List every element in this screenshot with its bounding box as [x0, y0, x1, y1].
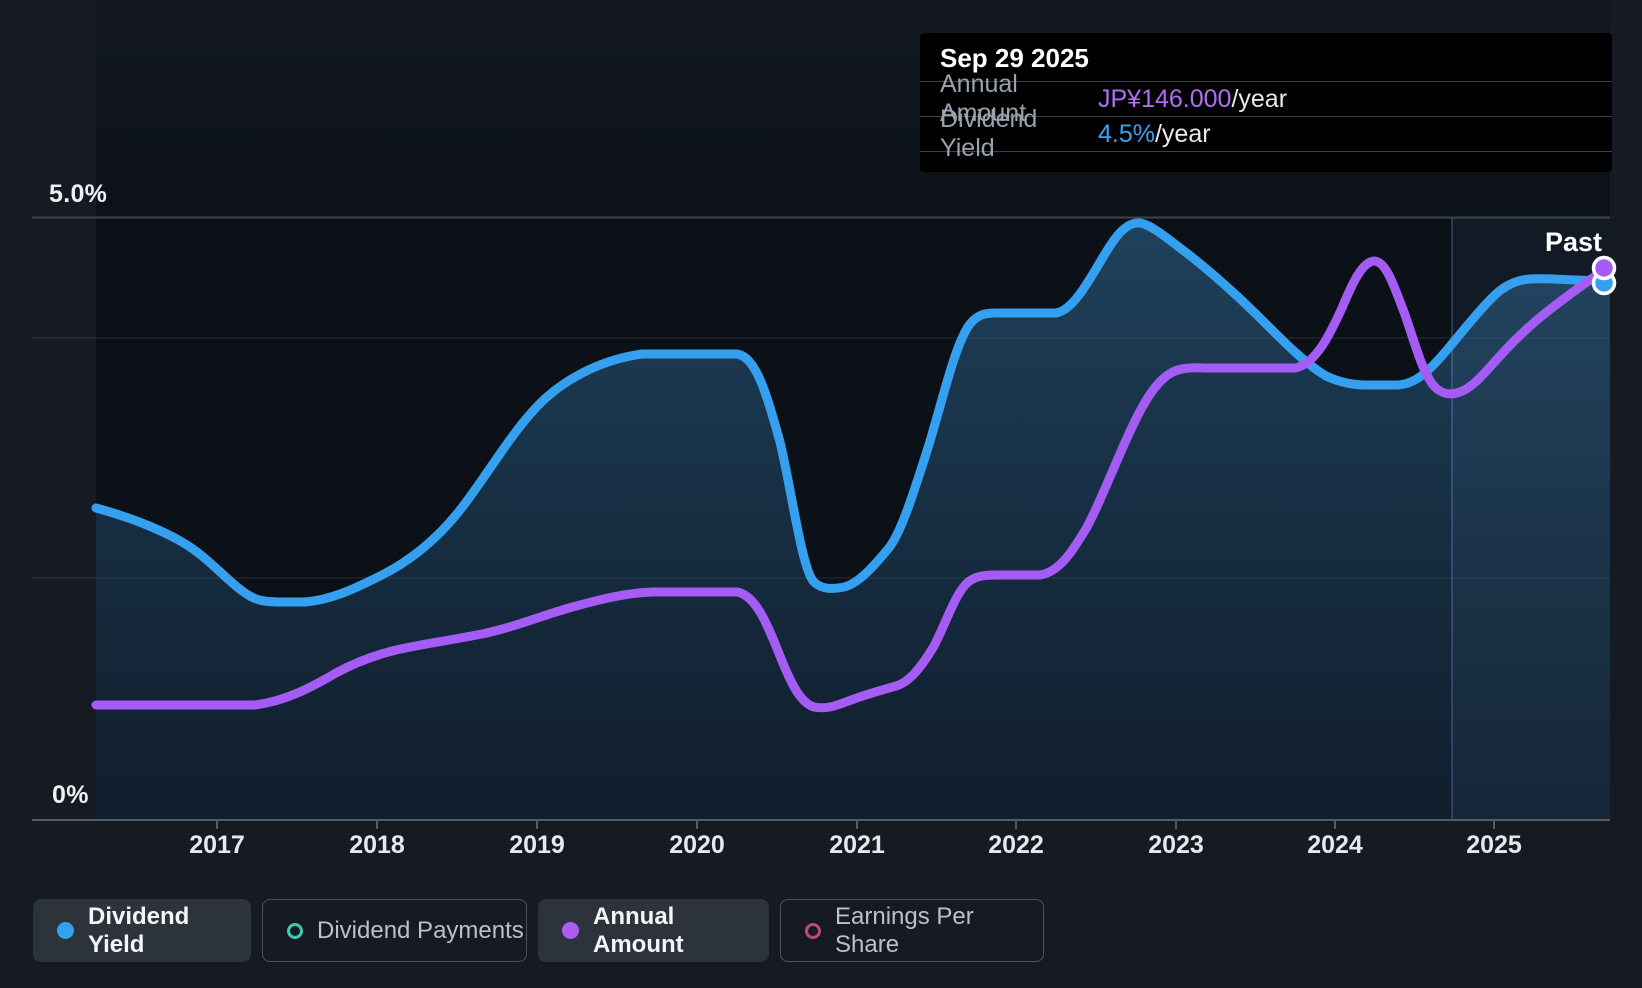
- tooltip-date: Sep 29 2025: [920, 33, 1612, 82]
- x-tick-2018: [376, 821, 378, 829]
- tooltip-row-dividend-yield: Dividend Yield 4.5% /year: [920, 105, 1612, 162]
- x-axis-label-2025: 2025: [1466, 831, 1522, 859]
- annual-amount-line: [91, 256, 1613, 713]
- past-region-label: Past: [1545, 227, 1603, 257]
- legend-label-annual-amount: Annual Amount: [593, 902, 684, 958]
- legend-toggle-dividend-yield[interactable]: Dividend Yield: [33, 899, 251, 962]
- x-tick-2023: [1175, 821, 1177, 829]
- x-tick-2022: [1015, 821, 1017, 829]
- dividend-yield-dot-icon: [57, 922, 74, 939]
- x-axis-label-2018: 2018: [349, 831, 405, 859]
- legend-label-dividend-yield: Dividend Yield: [88, 902, 190, 958]
- x-tick-2021: [856, 821, 858, 829]
- x-axis-label-2020: 2020: [669, 831, 725, 859]
- x-tick-2025: [1493, 821, 1495, 829]
- annual-amount-dot-icon: [562, 922, 579, 939]
- x-axis-label-2021: 2021: [829, 831, 885, 859]
- legend-toggle-annual-amount[interactable]: Annual Amount: [538, 899, 769, 962]
- dividend-payments-ring-icon: [287, 922, 303, 939]
- y-axis-label-top: 5.0%: [49, 180, 108, 208]
- legend-label-dividend-payments: Dividend Payments: [317, 916, 524, 944]
- tooltip-annual-amount-value: JP¥146.000: [1098, 84, 1232, 113]
- tooltip-annual-amount-label: Annual Amount: [940, 70, 1027, 127]
- legend-toggle-earnings-per-share[interactable]: Earnings Per Share: [780, 899, 1044, 962]
- x-axis-label-2024: 2024: [1307, 831, 1363, 859]
- x-tick-2020: [696, 821, 698, 829]
- dividend-yield-area: [96, 222, 1610, 820]
- dividend-yield-line: [91, 218, 1615, 607]
- x-tick-2019: [536, 821, 538, 829]
- x-tick-2017: [216, 821, 218, 829]
- x-axis-label-2019: 2019: [509, 831, 565, 859]
- tooltip-dividend-yield-suffix: /year: [1154, 119, 1211, 148]
- tooltip-annual-amount-suffix: /year: [1231, 84, 1288, 113]
- earnings-per-share-ring-icon: [805, 922, 821, 939]
- legend-label-earnings-per-share: Earnings Per Share: [835, 902, 974, 958]
- hover-tooltip: Sep 29 2025 Annual Amount JP¥146.000 /ye…: [920, 33, 1612, 172]
- tooltip-dividend-yield-value: 4.5%: [1098, 119, 1155, 148]
- x-axis-label-2023: 2023: [1148, 831, 1204, 859]
- tooltip-row-annual-amount: Annual Amount JP¥146.000 /year: [920, 70, 1612, 127]
- x-tick-2024: [1334, 821, 1336, 829]
- x-axis-label-2017: 2017: [189, 831, 245, 859]
- annual-amount-endpoint-marker: [1591, 255, 1617, 281]
- tooltip-dividend-yield-label: Dividend Yield: [940, 105, 1038, 162]
- y-axis-label-bottom: 0%: [52, 781, 89, 809]
- x-axis-label-2022: 2022: [988, 831, 1044, 859]
- chart-legend: Dividend Yield Dividend Payments Annual …: [33, 899, 1044, 962]
- legend-toggle-dividend-payments[interactable]: Dividend Payments: [262, 899, 527, 962]
- past-region-tint: [1452, 218, 1610, 820]
